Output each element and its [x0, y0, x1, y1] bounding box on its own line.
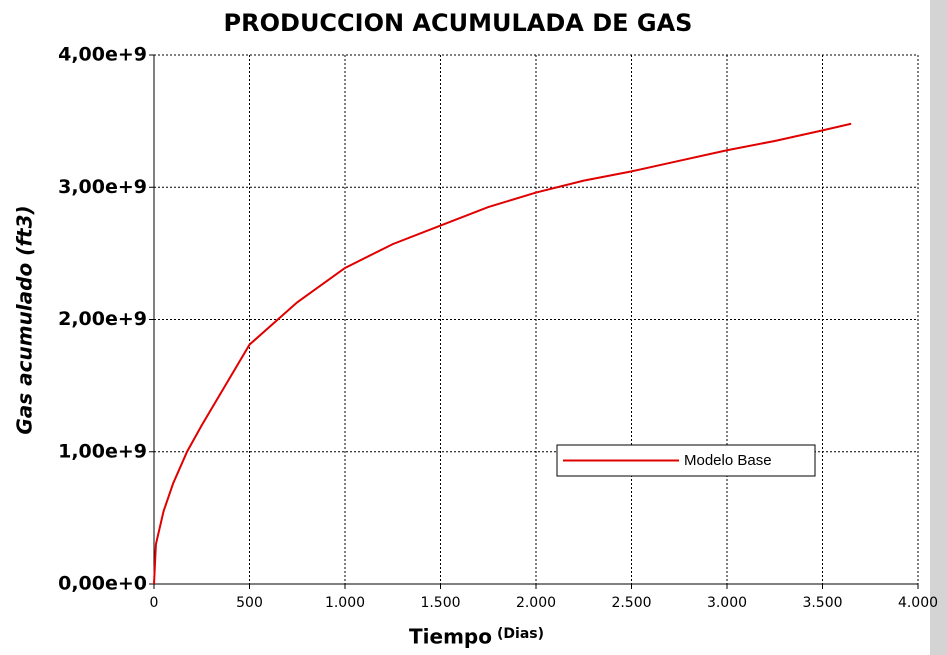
- x-axis-unit: (Dias): [497, 626, 544, 642]
- x-tick-label: 0: [150, 595, 159, 611]
- chart-title: PRODUCCION ACUMULADA DE GAS: [224, 9, 693, 37]
- x-tick-label: 4.000: [898, 595, 938, 611]
- x-tick-label: 2.000: [516, 595, 556, 611]
- x-axis-label: Tiempo: [409, 625, 492, 649]
- y-tick-label: 1,00e+9: [58, 440, 147, 462]
- x-tick-label: 3.000: [707, 595, 747, 611]
- x-tick-label: 2.500: [611, 595, 651, 611]
- y-tick-label: 0,00e+0: [58, 573, 147, 595]
- y-tick-label: 3,00e+9: [58, 176, 147, 198]
- x-tick-label: 500: [236, 595, 263, 611]
- x-tick-label: 3.500: [802, 595, 842, 611]
- legend-label: Modelo Base: [684, 452, 772, 469]
- y-tick-label: 2,00e+9: [58, 308, 147, 330]
- y-tick-label: 4,00e+9: [58, 44, 147, 66]
- x-tick-label: 1.000: [325, 595, 365, 611]
- y-axis-label: Gas acumulado (ft3): [13, 205, 37, 434]
- x-tick-label: 1.500: [420, 595, 460, 611]
- side-strip: [930, 0, 947, 655]
- data-line: [153, 122, 852, 585]
